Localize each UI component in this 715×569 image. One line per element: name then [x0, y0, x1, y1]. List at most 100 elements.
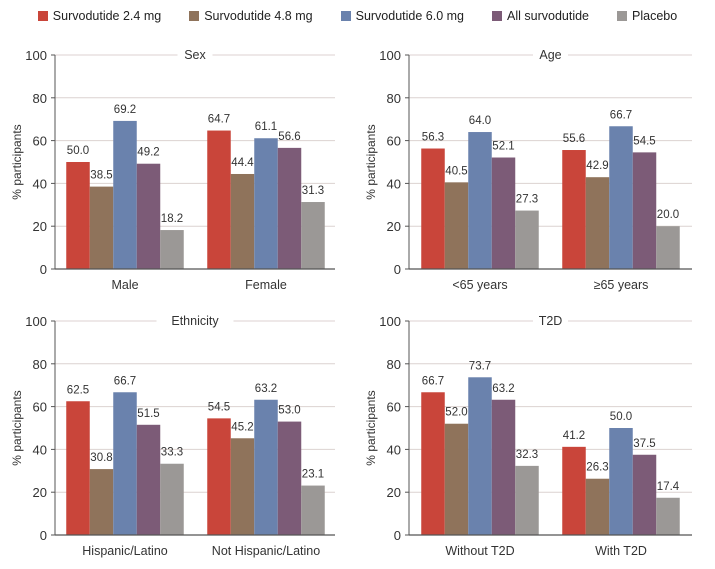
legend-label: Survodutide 4.8 mg	[204, 9, 313, 23]
data-label: 52.1	[492, 141, 514, 153]
chart-title: Sex	[184, 48, 206, 62]
legend-item: All survodutide	[492, 9, 589, 23]
y-axis-label: % participants	[364, 124, 378, 199]
y-tick-label: 80	[387, 91, 401, 106]
data-label: 33.3	[161, 447, 183, 459]
bar	[609, 428, 633, 535]
bar	[66, 401, 90, 535]
data-label: 44.4	[231, 157, 254, 169]
category-label: ≥65 years	[594, 278, 649, 292]
bar	[562, 446, 586, 535]
legend-swatch	[617, 11, 628, 21]
y-tick-label: 0	[394, 262, 401, 277]
bar	[632, 152, 657, 269]
y-tick-label: 100	[25, 314, 47, 329]
data-label: 50.0	[67, 145, 89, 157]
chart-title: T2D	[539, 314, 563, 328]
bar	[656, 226, 680, 269]
chart-panel-t2d: 0 20 40 60 80 100 T2D 66.7 52.0 73.763.2 32.3 Witho…	[364, 314, 692, 558]
bar	[444, 182, 469, 269]
title-backdrop	[533, 318, 568, 326]
data-label: 17.4	[657, 481, 680, 493]
category-label: <65 years	[452, 278, 507, 292]
bar	[656, 497, 680, 535]
data-label: 45.2	[231, 421, 253, 433]
bar	[207, 418, 231, 535]
legend-item: Survodutide 6.0 mg	[340, 9, 465, 23]
bar	[230, 438, 255, 535]
y-tick-label: 40	[387, 442, 401, 457]
y-tick-label: 100	[379, 314, 401, 329]
data-label: 63.2	[255, 383, 277, 395]
data-label: 61.1	[255, 121, 277, 133]
title-backdrop	[156, 318, 234, 326]
data-label: 64.7	[208, 114, 230, 126]
bar	[277, 421, 302, 535]
y-tick-label: 20	[387, 485, 401, 500]
legend-label: All survodutide	[507, 9, 590, 23]
bar	[277, 147, 302, 269]
y-tick-label: 100	[379, 48, 401, 63]
data-label: 41.2	[563, 430, 585, 442]
legend-label: Placebo	[632, 9, 678, 23]
category-label: Female	[245, 278, 287, 292]
bar	[89, 186, 114, 269]
bar	[632, 454, 657, 535]
data-label: 50.0	[610, 411, 632, 423]
bar	[421, 148, 445, 269]
data-label: 54.5	[208, 401, 230, 413]
bar	[136, 424, 161, 535]
bar	[468, 132, 492, 269]
data-label: 27.3	[516, 194, 538, 206]
data-label: 30.8	[90, 452, 112, 464]
y-axis-label: % participants	[364, 390, 378, 465]
chart-panel-ethnicity: 0 20 40 60 80 100 Ethnicity 62.5 30.8 66.7 51.5 33.…	[10, 314, 335, 558]
y-tick-label: 20	[387, 219, 401, 234]
bar	[585, 478, 610, 535]
bar	[230, 173, 255, 269]
data-label: 23.1	[302, 469, 324, 481]
data-label: 62.5	[67, 384, 89, 396]
category-label: With T2D	[595, 544, 647, 558]
y-tick-label: 80	[33, 91, 47, 106]
legend-item: Survodutide 2.4 mg	[37, 9, 162, 23]
y-tick-label: 0	[40, 528, 47, 543]
y-axis-label: % participants	[10, 390, 24, 465]
bar	[113, 392, 137, 535]
category-label: Without T2D	[445, 544, 514, 558]
bar	[89, 469, 114, 535]
y-tick-label: 80	[387, 357, 401, 372]
data-label: 38.5	[90, 170, 112, 182]
data-label: 66.7	[610, 109, 632, 121]
bar	[491, 399, 516, 535]
legend-label: Survodutide 2.4 mg	[52, 9, 162, 23]
bar	[113, 120, 137, 269]
data-label: 52.0	[445, 407, 467, 419]
data-label: 64.0	[469, 115, 491, 127]
bar	[160, 463, 184, 535]
y-tick-label: 20	[33, 485, 47, 500]
data-label: 20.0	[657, 209, 679, 221]
legend-label: Survodutide 6.0 mg	[355, 9, 465, 23]
bar	[491, 157, 516, 269]
data-label: 31.3	[302, 185, 324, 197]
data-label: 37.5	[633, 438, 655, 450]
data-label: 32.3	[516, 449, 538, 461]
data-label: 55.6	[563, 133, 585, 145]
data-label: 63.2	[492, 383, 514, 395]
chart-legend: Survodutide 2.4 mg Survodutide 4.8 mg Su…	[0, 0, 715, 32]
y-tick-label: 60	[387, 400, 401, 415]
y-tick-label: 40	[33, 176, 47, 191]
bar	[136, 163, 161, 269]
bar	[254, 399, 278, 535]
title-backdrop	[177, 52, 213, 60]
y-tick-label: 60	[387, 134, 401, 149]
data-label: 40.5	[445, 165, 467, 177]
legend-swatch	[189, 11, 200, 21]
bar	[468, 377, 492, 535]
y-axis-label: % participants	[10, 124, 24, 199]
legend-swatch	[37, 11, 48, 21]
y-tick-label: 40	[387, 176, 401, 191]
bar	[515, 465, 539, 535]
bar	[444, 423, 469, 535]
